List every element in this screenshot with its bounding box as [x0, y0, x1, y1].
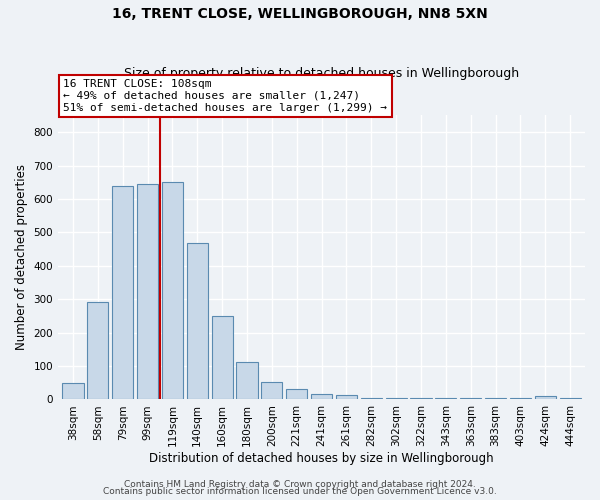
Text: 16, TRENT CLOSE, WELLINGBOROUGH, NN8 5XN: 16, TRENT CLOSE, WELLINGBOROUGH, NN8 5XN	[112, 8, 488, 22]
Bar	[485, 398, 506, 400]
Bar	[162, 182, 183, 400]
Bar	[261, 382, 283, 400]
Bar	[236, 362, 257, 400]
Bar	[212, 316, 233, 400]
Bar	[560, 398, 581, 400]
Bar	[535, 396, 556, 400]
Bar	[311, 394, 332, 400]
Text: 16 TRENT CLOSE: 108sqm
← 49% of detached houses are smaller (1,247)
51% of semi-: 16 TRENT CLOSE: 108sqm ← 49% of detached…	[64, 80, 388, 112]
Bar	[187, 242, 208, 400]
Bar	[386, 398, 407, 400]
Text: Contains public sector information licensed under the Open Government Licence v3: Contains public sector information licen…	[103, 487, 497, 496]
Bar	[410, 398, 431, 400]
Y-axis label: Number of detached properties: Number of detached properties	[15, 164, 28, 350]
Bar	[510, 398, 531, 400]
X-axis label: Distribution of detached houses by size in Wellingborough: Distribution of detached houses by size …	[149, 452, 494, 465]
Bar	[137, 184, 158, 400]
Bar	[62, 384, 83, 400]
Bar	[336, 395, 357, 400]
Text: Contains HM Land Registry data © Crown copyright and database right 2024.: Contains HM Land Registry data © Crown c…	[124, 480, 476, 489]
Bar	[286, 390, 307, 400]
Bar	[112, 186, 133, 400]
Bar	[460, 398, 481, 400]
Title: Size of property relative to detached houses in Wellingborough: Size of property relative to detached ho…	[124, 66, 519, 80]
Bar	[435, 398, 457, 400]
Bar	[87, 302, 109, 400]
Bar	[361, 398, 382, 400]
